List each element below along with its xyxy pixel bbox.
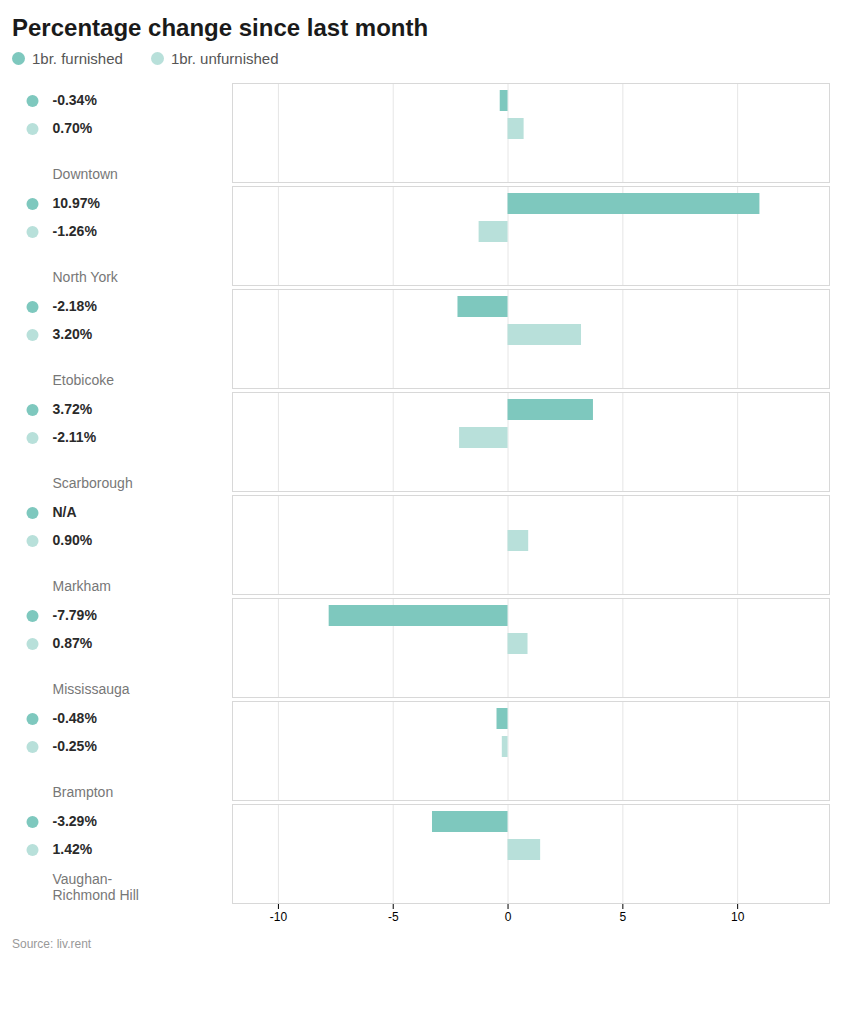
- svg-text:Markham: Markham: [53, 578, 111, 594]
- svg-text:0.90%: 0.90%: [53, 532, 93, 548]
- svg-text:10.97%: 10.97%: [53, 195, 101, 211]
- svg-text:0: 0: [505, 910, 512, 924]
- html-text:Percentage change since last m: Percentage change since last month: [12, 14, 429, 41]
- svg-text:-10: -10: [270, 910, 288, 924]
- svg-text:-0.25%: -0.25%: [53, 738, 98, 754]
- svg-text:-2.18%: -2.18%: [53, 298, 98, 314]
- svg-text:-1.26%: -1.26%: [53, 223, 98, 239]
- svg-text:-5: -5: [388, 910, 399, 924]
- svg-text:Scarborough: Scarborough: [53, 475, 133, 491]
- svg-text:-0.48%: -0.48%: [53, 710, 98, 726]
- svg-text:0.87%: 0.87%: [53, 635, 93, 651]
- svg-text:Downtown: Downtown: [53, 166, 118, 182]
- svg-text:Brampton: Brampton: [53, 784, 114, 800]
- svg-text:-3.29%: -3.29%: [53, 813, 98, 829]
- svg-text:3.72%: 3.72%: [53, 401, 93, 417]
- svg-text:-0.34%: -0.34%: [53, 92, 98, 108]
- svg-text:Vaughan-Richmond Hill: Vaughan-Richmond Hill: [53, 871, 139, 902]
- svg-text:Mississauga: Mississauga: [53, 681, 130, 697]
- html-text:Source: liv.rent: Source: liv.rent: [12, 937, 92, 951]
- svg-text:0.70%: 0.70%: [53, 120, 93, 136]
- html-text:1br. furnished: 1br. furnished: [32, 50, 123, 67]
- html-text:1br. unfurnished: 1br. unfurnished: [170, 50, 279, 67]
- svg-text:10: 10: [731, 910, 745, 924]
- svg-text:Etobicoke: Etobicoke: [53, 372, 115, 388]
- svg-text:North York: North York: [53, 269, 119, 285]
- svg-text:3.20%: 3.20%: [53, 326, 93, 342]
- svg-text:N/A: N/A: [53, 504, 77, 520]
- svg-text:-2.11%: -2.11%: [53, 429, 97, 445]
- svg-text:1.42%: 1.42%: [53, 841, 93, 857]
- svg-text:-7.79%: -7.79%: [53, 607, 98, 623]
- svg-text:5: 5: [620, 910, 627, 924]
